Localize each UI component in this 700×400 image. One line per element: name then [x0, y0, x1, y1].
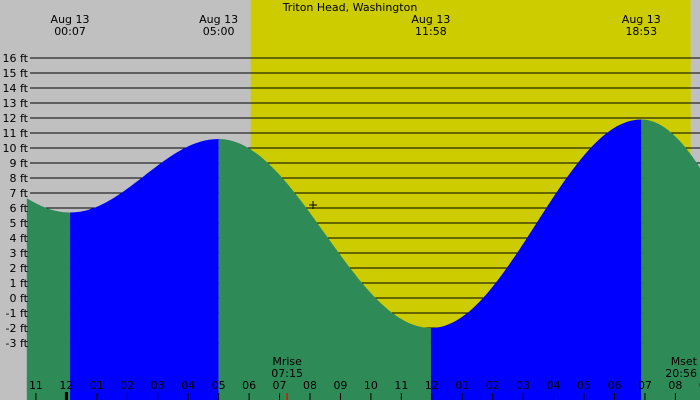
- x-tick-label: 08: [668, 379, 682, 392]
- y-tick-label: 11 ft: [3, 127, 29, 140]
- x-tick-label: 06: [608, 379, 622, 392]
- y-tick-label: 1 ft: [10, 277, 29, 290]
- extreme-time-label: 05:00: [203, 25, 235, 38]
- x-tick-label: 08: [303, 379, 317, 392]
- x-tick-label: 06: [242, 379, 256, 392]
- moon-event-time: 07:15: [271, 367, 303, 380]
- y-tick-label: 8 ft: [10, 172, 29, 185]
- y-tick-label: 12 ft: [3, 112, 29, 125]
- x-tick-label: 04: [181, 379, 195, 392]
- y-tick-label: 13 ft: [3, 97, 29, 110]
- x-tick-label: 07: [638, 379, 652, 392]
- falling-tide-area: [218, 139, 431, 400]
- rising-tide-area: [430, 119, 642, 400]
- x-tick-label: 01: [455, 379, 469, 392]
- x-tick-label: 03: [151, 379, 165, 392]
- moon-event-label: Mrise: [272, 355, 302, 368]
- y-tick-label: 16 ft: [3, 52, 29, 65]
- x-tick-label: 07: [273, 379, 287, 392]
- x-tick-label: 11: [394, 379, 408, 392]
- y-tick-label: 3 ft: [10, 247, 29, 260]
- current-position-marker: [309, 201, 318, 209]
- extreme-date-label: Aug 13: [411, 13, 450, 26]
- extreme-time-label: 18:53: [625, 25, 657, 38]
- y-tick-label: -1 ft: [6, 307, 29, 320]
- x-tick-label: 05: [212, 379, 226, 392]
- y-tick-label: -2 ft: [6, 322, 29, 335]
- x-tick-label: 12: [59, 379, 73, 392]
- y-tick-label: 15 ft: [3, 67, 29, 80]
- extreme-date-label: Aug 13: [622, 13, 661, 26]
- y-tick-label: 9 ft: [10, 157, 29, 170]
- y-tick-label: 0 ft: [10, 292, 29, 305]
- falling-tide-area: [26, 198, 71, 400]
- x-tick-label: 02: [120, 379, 134, 392]
- y-tick-label: 4 ft: [10, 232, 29, 245]
- x-tick-label: 12: [425, 379, 439, 392]
- y-tick-label: 10 ft: [3, 142, 29, 155]
- moon-event-label: Mset: [671, 355, 698, 368]
- falling-tide-area: [641, 119, 700, 400]
- x-tick-label: 09: [699, 379, 700, 392]
- x-tick-label: 02: [486, 379, 500, 392]
- x-tick-label: 04: [547, 379, 561, 392]
- y-tick-label: 5 ft: [10, 217, 29, 230]
- midnight-marker: [64, 392, 68, 400]
- moon-event-time: 20:56: [665, 367, 697, 380]
- x-tick-label: 01: [90, 379, 104, 392]
- x-tick-label: 03: [516, 379, 530, 392]
- chart-title: Triton Head, Washington: [282, 1, 418, 14]
- y-tick-label: 14 ft: [3, 82, 29, 95]
- extreme-date-label: Aug 13: [51, 13, 90, 26]
- extreme-time-label: 11:58: [415, 25, 447, 38]
- extreme-date-label: Aug 13: [199, 13, 238, 26]
- tide-areas: [26, 119, 700, 400]
- y-tick-label: 2 ft: [10, 262, 29, 275]
- extreme-time-label: 00:07: [54, 25, 86, 38]
- y-tick-label: 7 ft: [10, 187, 29, 200]
- x-axis-labels: 11 12 01 02 03 04 05 06 07 08 09 10 11 12 01 02 03 04 05 06…: [29, 379, 700, 400]
- y-tick-label: 6 ft: [10, 202, 29, 215]
- x-tick-label: 09: [333, 379, 347, 392]
- y-tick-label: -3 ft: [6, 337, 29, 350]
- y-axis-labels: 16 ft 15 ft 14 ft 13 ft 12 ft 11 ft 10 ft 9 ft 8…: [3, 52, 29, 350]
- rising-tide-area: [70, 139, 219, 400]
- x-tick-label: 10: [364, 379, 378, 392]
- x-tick-label: 11: [29, 379, 43, 392]
- x-tick-label: 05: [577, 379, 591, 392]
